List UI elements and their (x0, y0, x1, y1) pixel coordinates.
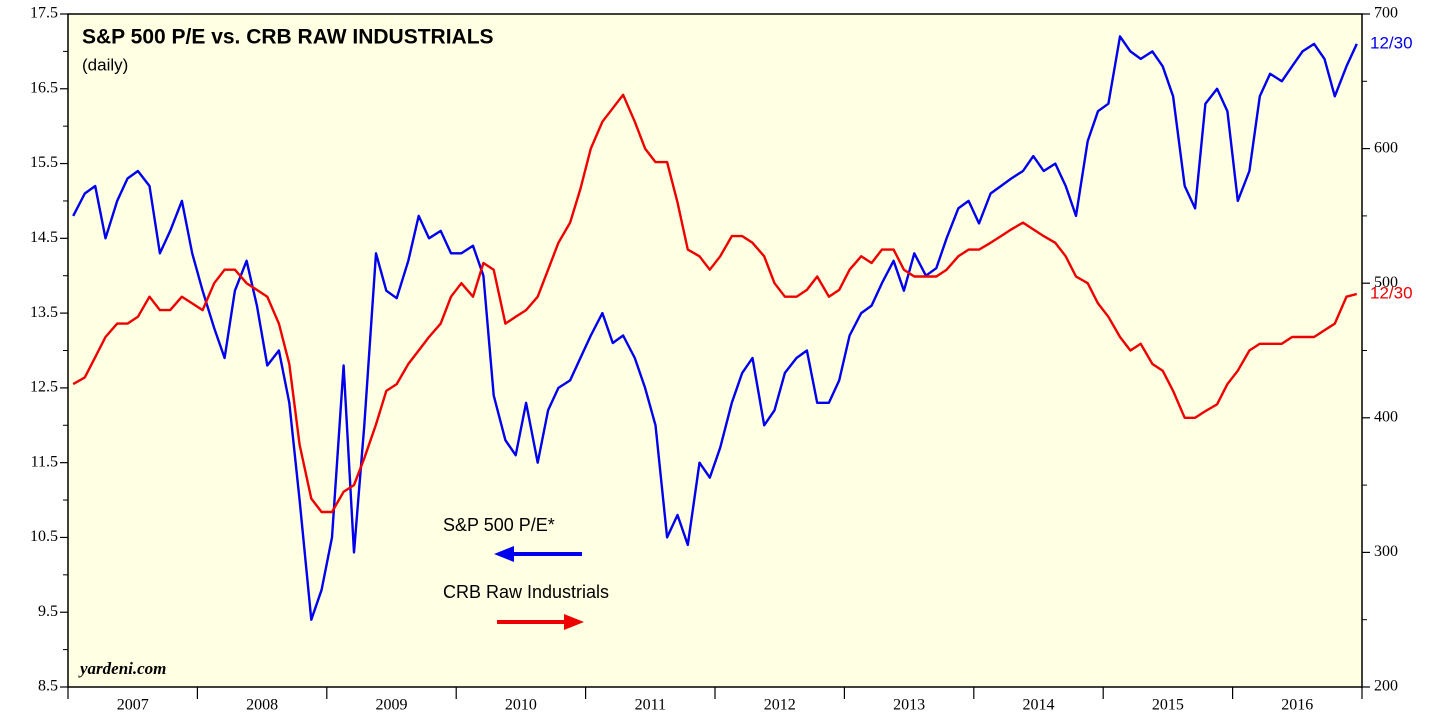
series-line (72, 35, 1358, 621)
x-tick-label: 2010 (505, 697, 537, 714)
y-tick-label: 17.5 (30, 5, 58, 22)
x-tick-label: 2008 (246, 697, 278, 714)
y2-tick-label: 500 (1374, 274, 1398, 291)
y2-tick-label: 700 (1374, 5, 1398, 22)
legend-label: S&P 500 P/E* (443, 515, 555, 535)
x-tick-label: 2016 (1281, 697, 1313, 714)
y2-tick-label: 600 (1374, 139, 1398, 156)
x-tick-label: 2013 (893, 697, 925, 714)
plot-background (68, 14, 1362, 687)
x-tick-label: 2014 (1023, 697, 1055, 714)
y2-tick-label: 400 (1374, 408, 1398, 425)
y-tick-label: 11.5 (31, 453, 58, 470)
y-tick-label: 13.5 (30, 304, 58, 321)
y-tick-label: 15.5 (30, 154, 58, 171)
y-tick-label: 9.5 (38, 603, 58, 620)
x-tick-label: 2012 (764, 697, 796, 714)
x-tick-label: 2015 (1152, 697, 1184, 714)
y-tick-label: 14.5 (30, 229, 58, 246)
legend-arrow-left (494, 546, 582, 562)
x-tick-label: 2009 (376, 697, 408, 714)
y2-tick-label: 200 (1374, 678, 1398, 695)
x-tick-label: 2007 (117, 697, 149, 714)
end-label: 12/30 (1370, 283, 1413, 302)
legend-label: CRB Raw Industrials (443, 582, 609, 602)
y-tick-label: 8.5 (38, 678, 58, 695)
end-label: 12/30 (1370, 33, 1413, 52)
x-tick-label: 2011 (635, 697, 666, 714)
y-tick-label: 12.5 (30, 379, 58, 396)
y-tick-label: 10.5 (30, 528, 58, 545)
y2-tick-label: 300 (1374, 543, 1398, 560)
y-tick-label: 16.5 (30, 79, 58, 96)
legend-arrow-right (497, 614, 584, 630)
chart-subtitle: (daily) (82, 55, 128, 74)
source-credit: yardeni.com (78, 659, 166, 678)
plot-layer (72, 35, 1358, 621)
series-line (72, 93, 1358, 514)
chart-title: S&P 500 P/E vs. CRB RAW INDUSTRIALS (82, 26, 494, 49)
